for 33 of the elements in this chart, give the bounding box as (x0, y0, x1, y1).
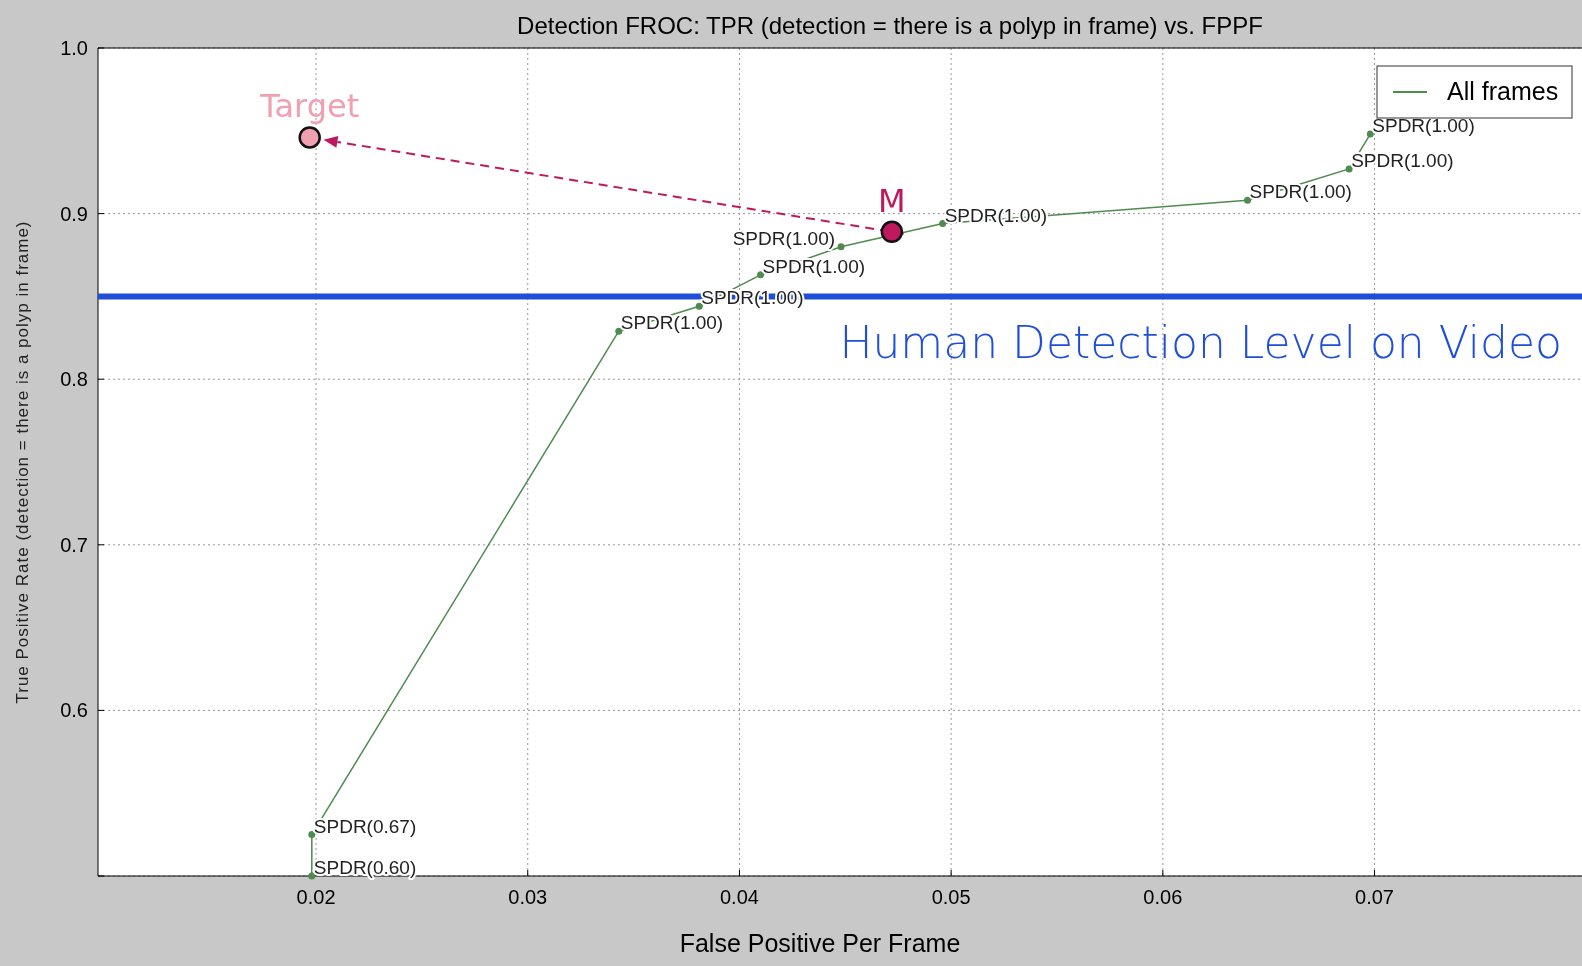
y-axis-title: True Positive Rate (detection = there is a polyp in frame) (13, 220, 32, 704)
point (308, 831, 316, 839)
y-tick-label: 0.8 (60, 368, 88, 391)
annotation: SPDR(1.00) (1372, 115, 1475, 137)
annotation: SPDR(1.00) (1351, 149, 1454, 171)
x-tick-label: 0.06 (1143, 886, 1183, 908)
x-axis-title: False Positive Per Frame (679, 929, 961, 957)
series-label: Target (259, 87, 360, 126)
point (695, 302, 703, 310)
point (308, 872, 316, 880)
annotation: SPDR(0.67) (313, 815, 417, 837)
annotation: SPDR(1.00) (732, 227, 836, 249)
y-tick-label: 0.9 (60, 202, 88, 225)
chart-title: Detection FROC: TPR (detection = there is a polyp in frame) vs. FPPF (517, 12, 1263, 39)
x-tick-label: 0.02 (296, 886, 336, 908)
text: 1.0 (60, 37, 88, 59)
annotation: SPDR(0.60) (313, 857, 417, 878)
point (1366, 130, 1374, 138)
x-tick-label: 0.07 (1355, 886, 1395, 908)
point (837, 243, 845, 251)
y-tick-label: 0.7 (60, 533, 88, 556)
x-tick-label: 0.04 (719, 886, 759, 908)
ref-line-label: Human Detection Level on Video (839, 317, 1562, 369)
point (939, 220, 947, 228)
legend-label: All frames (1447, 77, 1559, 105)
point (880, 220, 904, 244)
series-label: M (878, 181, 906, 220)
x-tick-label: 0.03 (508, 886, 548, 908)
point (1345, 165, 1353, 173)
y-tick-label: 0.6 (60, 699, 88, 722)
point (298, 126, 321, 149)
x-tick-label: 0.05 (931, 886, 971, 908)
point (615, 327, 623, 335)
